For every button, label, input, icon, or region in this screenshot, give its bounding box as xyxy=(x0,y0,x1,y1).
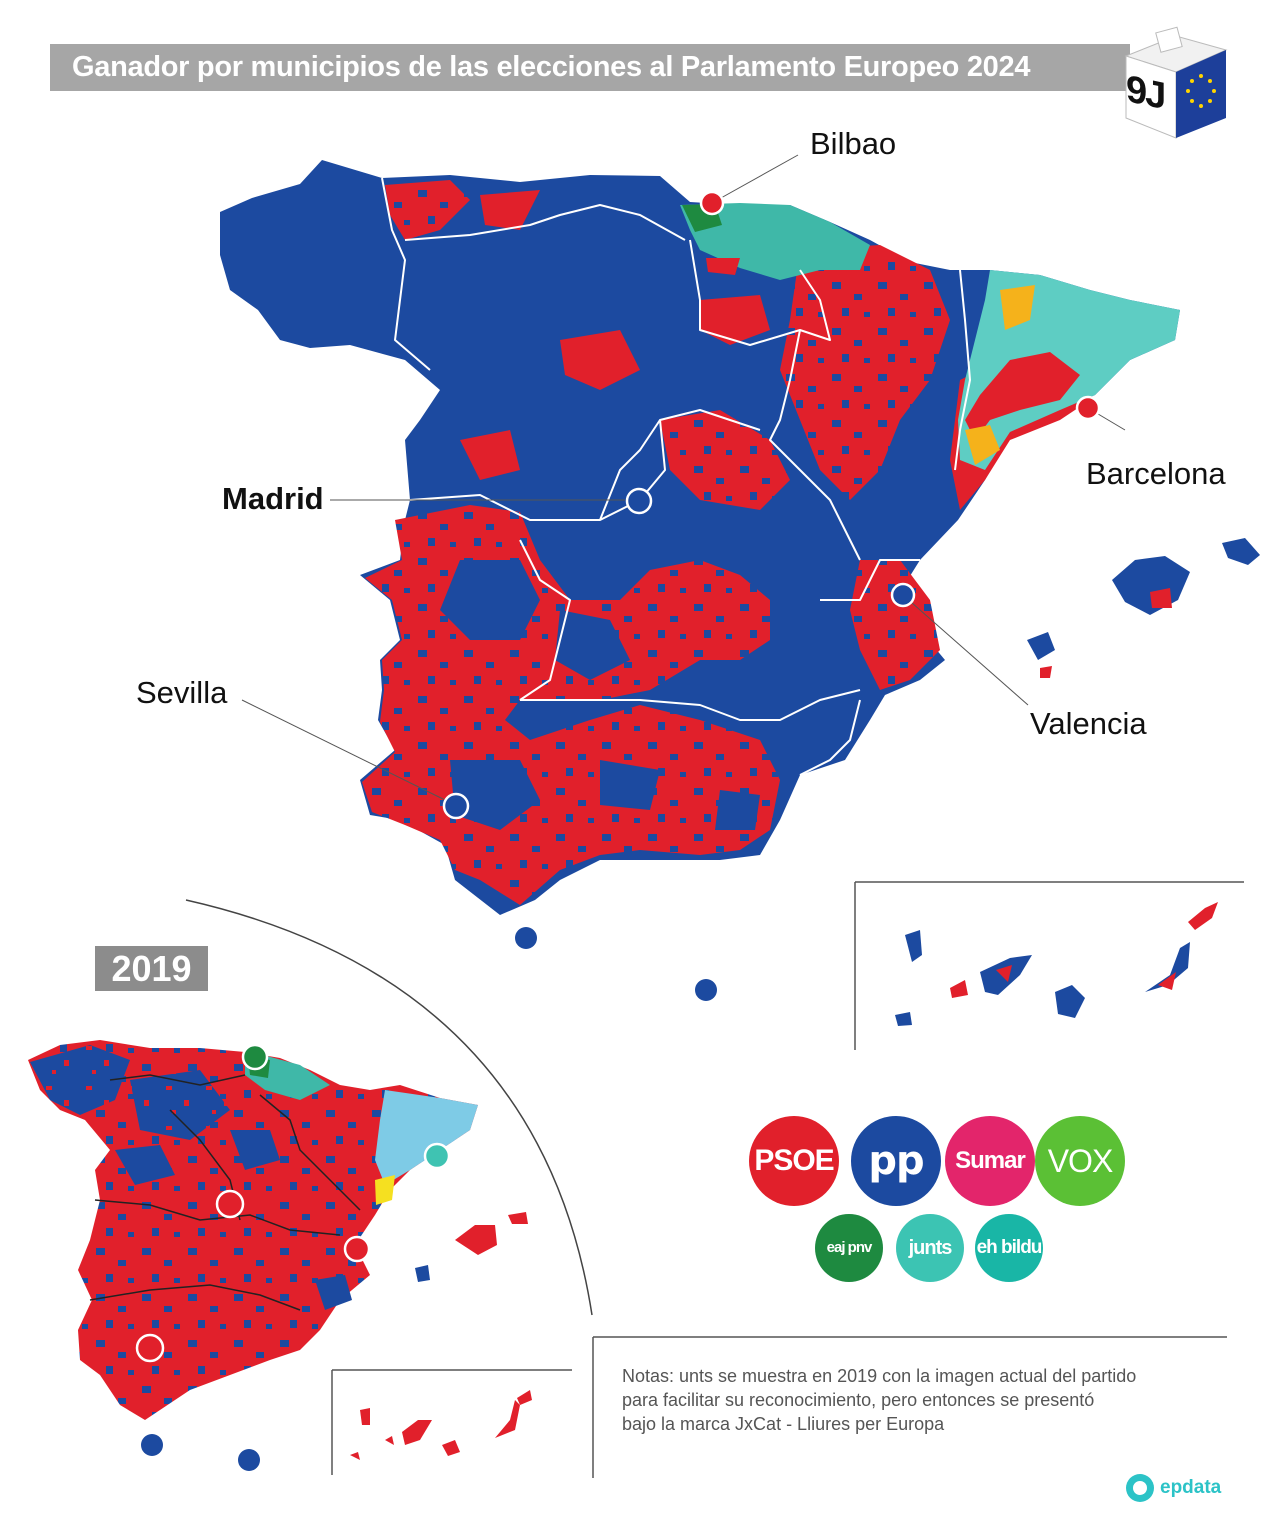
separator-arc xyxy=(185,899,593,1316)
ceuta-2019-marker xyxy=(141,1434,163,1456)
legend-bildu-logo: eh bildu xyxy=(975,1214,1043,1282)
map-2024-peninsula xyxy=(220,160,1180,915)
map-2019-balearic-islands xyxy=(415,1212,528,1282)
notes-text: Notas: unts se muestra en 2019 con la im… xyxy=(622,1364,1202,1436)
notes-line-3: bajo la marca JxCat - Lliures per Europa xyxy=(622,1414,945,1434)
legend-junts-logo: junts xyxy=(896,1214,964,1282)
ballot-box-eu-flag-icon xyxy=(1124,26,1228,139)
city-label-bilbao: Bilbao xyxy=(810,126,897,161)
city-markers-2024 xyxy=(241,154,1126,820)
ceuta-2024-marker xyxy=(515,927,537,949)
city-label-barcelona: Barcelona xyxy=(1086,456,1226,491)
legend-sumar-logo: Sumar xyxy=(945,1116,1035,1206)
map-2024-balearic-islands xyxy=(1027,538,1260,678)
map-2024-canary-islands-inset xyxy=(854,881,1244,1050)
epdata-logo-icon xyxy=(1126,1474,1154,1502)
map-2019-peninsula xyxy=(28,1040,478,1420)
melilla-2024-marker xyxy=(695,979,717,1001)
map-title: Ganador por municipios de las elecciones… xyxy=(50,44,1130,91)
melilla-2019-marker xyxy=(238,1449,260,1471)
legend-psoe-logo: PSOE xyxy=(749,1116,839,1206)
source-brand-label: epdata xyxy=(1160,1477,1222,1498)
notes-line-1: Notas: unts se muestra en 2019 con la im… xyxy=(622,1366,1137,1386)
notes-line-2: para facilitar su reconocimiento, pero e… xyxy=(622,1390,1095,1410)
city-markers-2019 xyxy=(135,1043,451,1363)
city-label-valencia: Valencia xyxy=(1030,706,1147,741)
city-label-madrid: Madrid xyxy=(222,481,324,516)
legend-vox-logo: VOX xyxy=(1035,1116,1125,1206)
legend-pnv-logo: eaj pnv xyxy=(815,1214,883,1282)
legend-pp-logo: pp xyxy=(851,1116,941,1206)
map-2019-canary-islands-inset xyxy=(331,1369,572,1475)
source-brand: epdata xyxy=(1126,1474,1221,1502)
year-2019-badge: 2019 xyxy=(95,946,208,991)
city-label-sevilla: Sevilla xyxy=(136,675,228,710)
